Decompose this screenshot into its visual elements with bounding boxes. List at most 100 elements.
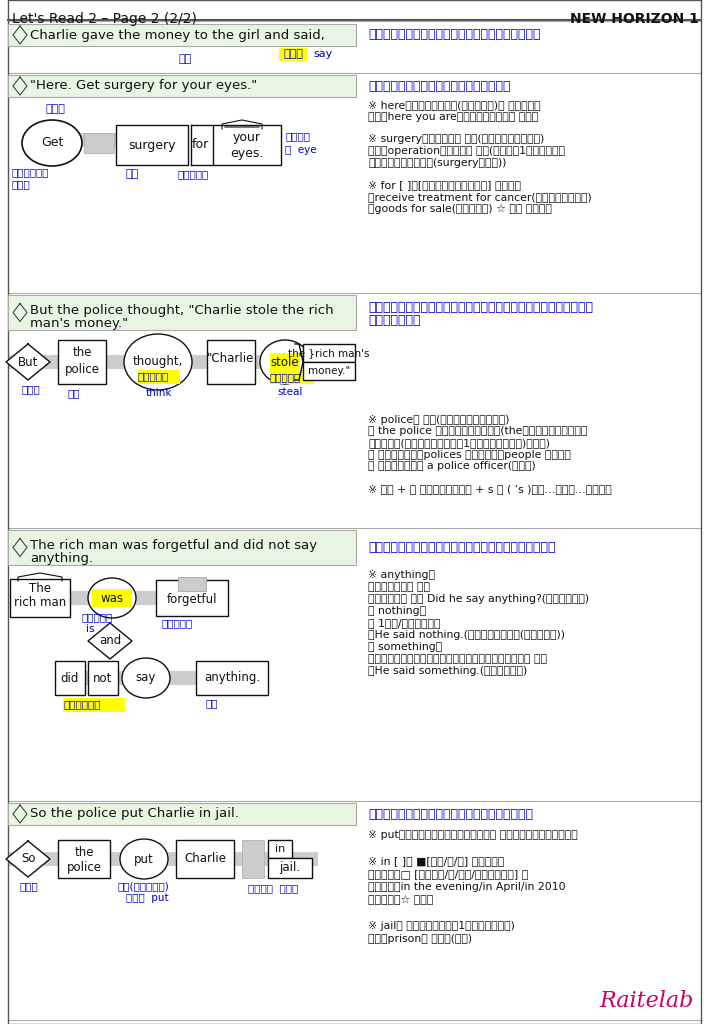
Text: Let's Read 2 – Page 2 (2/2): Let's Read 2 – Page 2 (2/2) xyxy=(12,12,197,26)
Text: 参考）here you are：「物を渡す時に」 どうぞ: 参考）here you are：「物を渡す時に」 どうぞ xyxy=(368,112,538,122)
FancyBboxPatch shape xyxy=(80,133,120,147)
Text: ☆ ～の中: ☆ ～の中 xyxy=(368,895,433,905)
Ellipse shape xyxy=(22,120,82,166)
Text: ※ police： 警察(そこで働く人々、組織): ※ police： 警察(そこで働く人々、組織) xyxy=(368,415,510,425)
FancyBboxPatch shape xyxy=(268,858,312,878)
FancyBboxPatch shape xyxy=(84,133,114,153)
Text: ※ here：「物を渡す時に(カジュアル)」 はい、ほら: ※ here：「物を渡す時に(カジュアル)」 はい、ほら xyxy=(368,100,541,110)
Text: thought,: thought, xyxy=(133,355,183,369)
Text: ※ 名詞 + ＜ アポストロフィー + s ＞ ( ’s )：「…の」「…のもの」: ※ 名詞 + ＜ アポストロフィー + s ＞ ( ’s )：「…の」「…のもの… xyxy=(368,484,612,494)
Text: put: put xyxy=(134,853,154,865)
Text: your: your xyxy=(233,130,261,143)
Text: Raitelab: Raitelab xyxy=(600,990,694,1012)
Ellipse shape xyxy=(260,340,310,384)
Text: 言った: 言った xyxy=(283,49,303,59)
Polygon shape xyxy=(13,77,27,95)
FancyBboxPatch shape xyxy=(8,75,356,97)
Text: はい。: はい。 xyxy=(45,104,65,114)
Text: ＊ 個人に言及なら a police officer(警察官): ＊ 個人に言及なら a police officer(警察官) xyxy=(368,461,536,471)
Text: なので: なので xyxy=(20,881,39,891)
Polygon shape xyxy=(88,623,132,659)
Text: man's money.": man's money." xyxy=(30,317,128,330)
Text: Get: Get xyxy=(41,136,63,150)
FancyBboxPatch shape xyxy=(55,671,230,685)
Text: police: police xyxy=(67,860,101,873)
Text: and: and xyxy=(99,635,121,647)
Text: ※ jail： 留置場、刑務所（1年以内など短期): ※ jail： 留置場、刑務所（1年以内など短期) xyxy=(368,921,515,931)
Text: なさい: なさい xyxy=(12,179,30,189)
Ellipse shape xyxy=(124,334,192,390)
FancyBboxPatch shape xyxy=(213,125,281,165)
Text: 目  eye: 目 eye xyxy=(285,145,317,155)
Text: ｛否定文笠｝ 何も: ｛否定文笠｝ 何も xyxy=(368,582,430,592)
Text: "Charlie: "Charlie xyxy=(207,351,255,365)
Text: お金: お金 xyxy=(179,54,191,63)
Ellipse shape xyxy=(88,578,136,618)
Text: ※ for [ ]：[動作や物の目的・対象] のための: ※ for [ ]：[動作や物の目的・対象] のための xyxy=(368,180,521,190)
Text: forgetful: forgetful xyxy=(167,594,217,606)
Text: say: say xyxy=(313,49,333,59)
FancyBboxPatch shape xyxy=(156,580,228,616)
Polygon shape xyxy=(13,303,27,322)
Text: ※ in [ ]： ■[場所/人/物] で、の中で: ※ in [ ]： ■[場所/人/物] で、の中で xyxy=(368,856,504,866)
Text: not: not xyxy=(94,672,113,684)
Polygon shape xyxy=(13,805,27,823)
FancyBboxPatch shape xyxy=(8,530,356,565)
FancyBboxPatch shape xyxy=(55,662,85,695)
FancyBboxPatch shape xyxy=(207,340,255,384)
Text: steal: steal xyxy=(277,387,302,397)
FancyBboxPatch shape xyxy=(242,840,264,878)
Text: ※ put：「手などを使い特定の場所へ」 ～を移動させる、～を囲む: ※ put：「手などを使い特定の場所へ」 ～を移動させる、～を囲む xyxy=(368,830,578,840)
Text: stole: stole xyxy=(271,355,299,369)
Text: money.": money." xyxy=(308,366,350,376)
Text: NEW HORIZON 1: NEW HORIZON 1 xyxy=(570,12,699,26)
Text: (surgeryの一環)): (surgeryの一環)) xyxy=(368,158,506,168)
Text: jail.: jail. xyxy=(279,861,301,874)
Text: The rich man was forgetful and did not say: The rich man was forgetful and did not s… xyxy=(30,539,317,552)
Ellipse shape xyxy=(120,839,168,879)
FancyBboxPatch shape xyxy=(303,362,355,380)
Text: 警察: 警察 xyxy=(68,388,81,398)
Text: He said nothing.(何も言わなかった(沈黙を強調)): He said nothing.(何も言わなかった(沈黙を強調)) xyxy=(368,630,565,640)
Text: is: is xyxy=(86,624,94,634)
Text: 忘れっぽい: 忘れっぽい xyxy=(162,618,194,628)
Text: the: the xyxy=(74,846,94,858)
Text: 「はい、これ。目の手術を受けなさい。」: 「はい、これ。目の手術を受けなさい。」 xyxy=(368,80,510,92)
Polygon shape xyxy=(13,26,27,44)
FancyBboxPatch shape xyxy=(8,295,356,330)
FancyBboxPatch shape xyxy=(8,852,318,866)
Text: その裕福な男性は忘れっぽく、何も言いませんでした。: その裕福な男性は忘れっぽく、何も言いませんでした。 xyxy=(368,541,555,554)
Text: しかし警察は思いました、「チャーリーはその裕福な男性のお金を: しかし警察は思いました、「チャーリーはその裕福な男性のお金を xyxy=(368,301,593,314)
FancyBboxPatch shape xyxy=(58,340,106,384)
Text: 参考）operation：「可算」 手術(具体的な1回の処置行為: 参考）operation：「可算」 手術(具体的な1回の処置行為 xyxy=(368,146,565,156)
Text: 何も: 何も xyxy=(205,698,218,708)
FancyBboxPatch shape xyxy=(8,355,353,369)
Text: 〜を(ある状態に): 〜を(ある状態に) xyxy=(118,881,169,891)
Text: 盗みました。」: 盗みました。」 xyxy=(368,314,420,327)
Text: surgery: surgery xyxy=(128,138,176,152)
Polygon shape xyxy=(13,539,27,556)
FancyBboxPatch shape xyxy=(70,591,100,605)
Text: 〜を盗んだ: 〜を盗んだ xyxy=(270,372,301,382)
Text: goods for sale(販売用の品) ☆ 方向 〜のため: goods for sale(販売用の品) ☆ 方向 〜のため xyxy=(368,204,552,214)
FancyBboxPatch shape xyxy=(270,371,314,384)
Text: anything.: anything. xyxy=(204,672,260,684)
Polygon shape xyxy=(6,344,50,380)
Text: ｛病問文｝ 何か Did he say anything?(何か言った？): ｛病問文｝ 何か Did he say anything?(何か言った？) xyxy=(368,594,589,604)
Text: Charlie gave the money to the girl and said,: Charlie gave the money to the girl and s… xyxy=(30,29,325,42)
FancyBboxPatch shape xyxy=(63,698,125,712)
FancyBboxPatch shape xyxy=(138,370,180,384)
Text: 手術: 手術 xyxy=(125,169,138,179)
Text: 〜と思った: 〜と思った xyxy=(138,371,169,381)
Text: receive treatment for cancer(がん治療を受ける): receive treatment for cancer(がん治療を受ける) xyxy=(368,193,592,202)
Text: eyes.: eyes. xyxy=(230,146,264,160)
Text: ＊ something：: ＊ something： xyxy=(368,642,442,652)
Text: 〜のための: 〜のための xyxy=(178,169,209,179)
Polygon shape xyxy=(6,841,50,877)
Text: was: was xyxy=(101,592,123,604)
FancyBboxPatch shape xyxy=(178,577,206,591)
Text: ※ anything：: ※ anything： xyxy=(368,570,435,580)
FancyBboxPatch shape xyxy=(268,840,292,858)
FancyBboxPatch shape xyxy=(88,662,118,695)
Text: So: So xyxy=(21,853,35,865)
